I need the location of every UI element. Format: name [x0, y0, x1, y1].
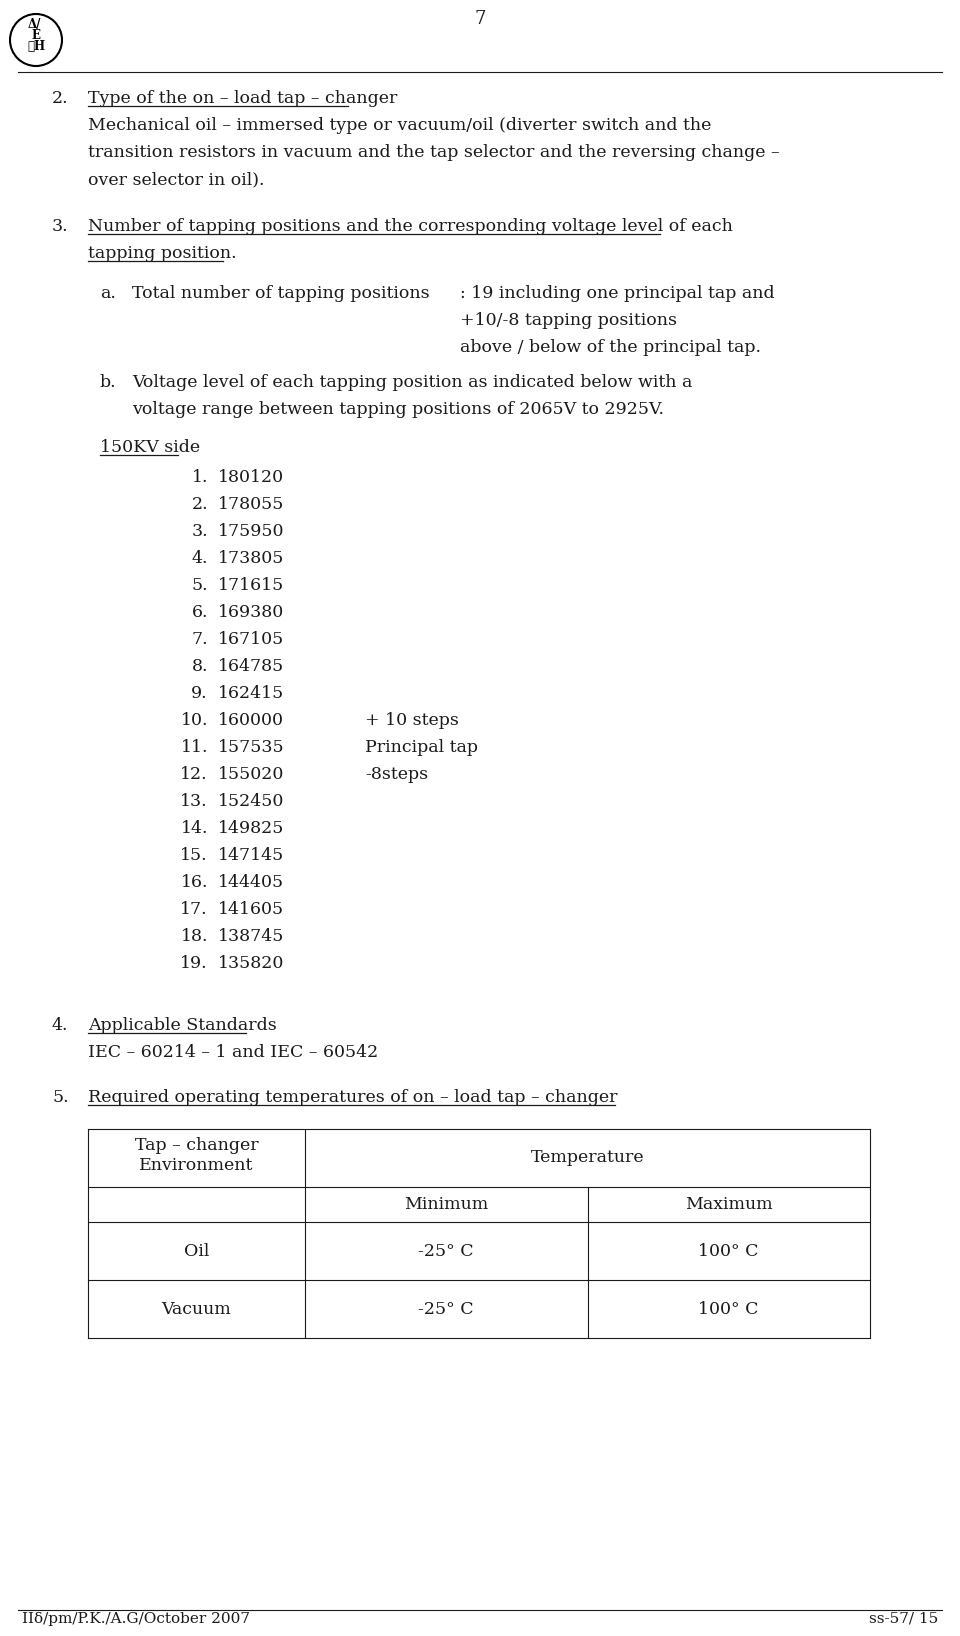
Text: 3.: 3. [191, 524, 208, 540]
Text: Tap – changer
Environment: Tap – changer Environment [134, 1137, 258, 1173]
Text: 135820: 135820 [218, 955, 284, 972]
Text: 9.: 9. [191, 685, 208, 702]
Text: 2.: 2. [52, 90, 68, 106]
Text: 18.: 18. [180, 928, 208, 946]
Text: 15.: 15. [180, 847, 208, 864]
Text: ⚡H: ⚡H [27, 39, 45, 52]
Text: 150KV side: 150KV side [100, 438, 200, 456]
Text: 13.: 13. [180, 793, 208, 810]
Text: 169380: 169380 [218, 604, 284, 622]
Text: ss-57/ 15: ss-57/ 15 [869, 1611, 938, 1626]
Text: Required operating temperatures of on – load tap – changer: Required operating temperatures of on – … [88, 1090, 617, 1106]
Text: Oil: Oil [183, 1242, 209, 1260]
Text: 175950: 175950 [218, 524, 284, 540]
Text: + 10 steps: + 10 steps [365, 712, 459, 730]
Text: 7: 7 [474, 10, 486, 28]
Text: Principal tap: Principal tap [365, 739, 478, 756]
Text: 8.: 8. [191, 658, 208, 676]
Text: 180120: 180120 [218, 470, 284, 486]
Text: Temperature: Temperature [531, 1150, 644, 1166]
Text: 164785: 164785 [218, 658, 284, 676]
Text: +10/-8 tapping positions: +10/-8 tapping positions [460, 312, 677, 329]
Text: 5.: 5. [52, 1090, 68, 1106]
Text: -8steps: -8steps [365, 766, 428, 784]
Text: 19.: 19. [180, 955, 208, 972]
Text: Number of tapping positions and the corresponding voltage level of each: Number of tapping positions and the corr… [88, 218, 732, 236]
Text: 155020: 155020 [218, 766, 284, 784]
Text: 147145: 147145 [218, 847, 284, 864]
Text: 2.: 2. [191, 496, 208, 514]
Text: 3.: 3. [52, 218, 68, 236]
Text: 171615: 171615 [218, 578, 284, 594]
Text: 7.: 7. [191, 631, 208, 648]
Text: voltage range between tapping positions of 2065V to 2925V.: voltage range between tapping positions … [132, 401, 664, 419]
Text: 16.: 16. [180, 874, 208, 892]
Text: 160000: 160000 [218, 712, 284, 730]
Text: : 19 including one principal tap and: : 19 including one principal tap and [460, 285, 775, 303]
Text: 100° C: 100° C [699, 1301, 759, 1317]
Text: IIδ/pm/P.K./A.G/October 2007: IIδ/pm/P.K./A.G/October 2007 [22, 1611, 250, 1626]
Text: 144405: 144405 [218, 874, 284, 892]
Text: 17.: 17. [180, 901, 208, 918]
Text: Total number of tapping positions: Total number of tapping positions [132, 285, 430, 303]
Text: 167105: 167105 [218, 631, 284, 648]
Text: 173805: 173805 [218, 550, 284, 568]
Text: 138745: 138745 [218, 928, 284, 946]
Text: Minimum: Minimum [404, 1196, 489, 1212]
Text: tapping position.: tapping position. [88, 245, 236, 262]
Text: 14.: 14. [180, 820, 208, 838]
Text: Applicable Standards: Applicable Standards [88, 1018, 276, 1034]
Text: Mechanical oil – immersed type or vacuum/oil (diverter switch and the: Mechanical oil – immersed type or vacuum… [88, 118, 711, 134]
Text: a.: a. [100, 285, 116, 303]
Text: IEC – 60214 – 1 and IEC – 60542: IEC – 60214 – 1 and IEC – 60542 [88, 1044, 378, 1062]
Text: -25° C: -25° C [419, 1301, 474, 1317]
Text: 157535: 157535 [218, 739, 284, 756]
Text: Δ/: Δ/ [27, 18, 40, 31]
Text: Voltage level of each tapping position as indicated below with a: Voltage level of each tapping position a… [132, 375, 692, 391]
Text: E: E [32, 29, 40, 43]
Text: Vacuum: Vacuum [161, 1301, 231, 1317]
Text: 162415: 162415 [218, 685, 284, 702]
Text: 4.: 4. [52, 1018, 68, 1034]
Text: 149825: 149825 [218, 820, 284, 838]
Text: 5.: 5. [191, 578, 208, 594]
Text: 11.: 11. [180, 739, 208, 756]
Text: above / below of the principal tap.: above / below of the principal tap. [460, 339, 761, 357]
Text: b.: b. [100, 375, 116, 391]
Text: Type of the on – load tap – changer: Type of the on – load tap – changer [88, 90, 397, 106]
Text: 1.: 1. [191, 470, 208, 486]
Text: over selector in oil).: over selector in oil). [88, 172, 265, 188]
Text: 100° C: 100° C [699, 1242, 759, 1260]
Text: 178055: 178055 [218, 496, 284, 514]
Text: Maximum: Maximum [684, 1196, 773, 1212]
Text: transition resistors in vacuum and the tap selector and the reversing change –: transition resistors in vacuum and the t… [88, 144, 780, 160]
Text: 152450: 152450 [218, 793, 284, 810]
Text: 6.: 6. [191, 604, 208, 622]
Text: 10.: 10. [180, 712, 208, 730]
Text: -25° C: -25° C [419, 1242, 474, 1260]
Text: 12.: 12. [180, 766, 208, 784]
Text: 4.: 4. [191, 550, 208, 568]
Text: 141605: 141605 [218, 901, 284, 918]
